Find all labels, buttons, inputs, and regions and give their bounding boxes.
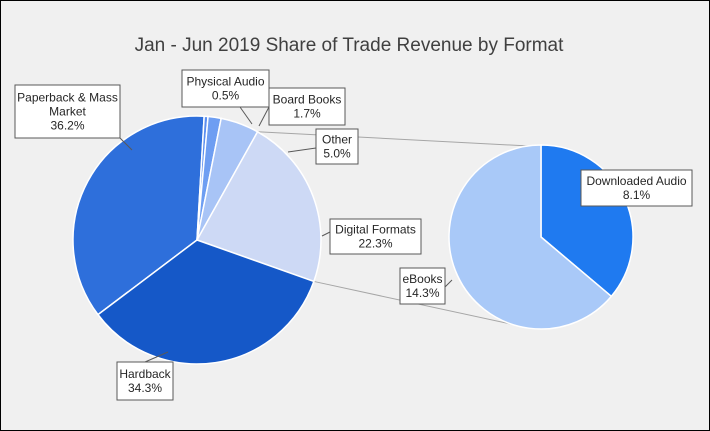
data-label-value: 36.2% [50, 119, 84, 133]
data-label-box [329, 218, 422, 255]
data-label-box [116, 361, 174, 401]
data-label-name: Physical Audio [186, 75, 264, 89]
data-label-box [580, 169, 693, 207]
data-label-box [399, 267, 446, 305]
data-label-box [268, 87, 346, 126]
data-label-box [14, 84, 121, 139]
data-label-box [315, 128, 359, 165]
data-label-name: eBooks [402, 272, 442, 286]
data-label-name: Hardback [119, 367, 171, 381]
leader-line-digital-formats [321, 231, 331, 237]
secondary-slice-ebooks [448, 144, 613, 330]
leader-line-other [287, 147, 317, 153]
main-pie [72, 115, 322, 365]
data-label-name: Paperback & Mass [17, 91, 118, 105]
data-label-name: Market [49, 105, 86, 119]
leader-line-paperback-and-mass-market [119, 137, 133, 151]
pie-slice-hardback [96, 239, 315, 365]
data-label-value: 14.3% [405, 286, 439, 300]
label-leader-lines [119, 106, 453, 363]
leader-line-hardback [144, 351, 169, 363]
data-label-name: Digital Formats [335, 223, 416, 237]
pie-slice-digital-formats [195, 130, 322, 283]
data-label-value: 0.5% [212, 89, 240, 103]
data-label-name: Other [322, 133, 352, 147]
data-label-value: 5.0% [323, 147, 351, 161]
data-label-name: Board Books [273, 93, 342, 107]
connector-line-bottom [313, 280, 530, 329]
data-label-value: 22.3% [358, 237, 392, 251]
pie-slice-paperback-and-mass-market [72, 115, 205, 316]
data-label-value: 1.7% [293, 107, 321, 121]
leader-line-board-books [258, 106, 270, 127]
chart-title: Jan - Jun 2019 Share of Trade Revenue by… [135, 35, 565, 56]
data-label-name: Downloaded Audio [586, 174, 686, 188]
pie-connector-lines [257, 131, 530, 329]
leader-line-physical-audio [239, 106, 253, 125]
data-label-box [181, 69, 270, 108]
data-label-value: 34.3% [128, 381, 162, 395]
leader-line-ebooks [444, 279, 453, 288]
connector-line-top [257, 131, 530, 147]
data-label-value: 8.1% [623, 188, 651, 202]
